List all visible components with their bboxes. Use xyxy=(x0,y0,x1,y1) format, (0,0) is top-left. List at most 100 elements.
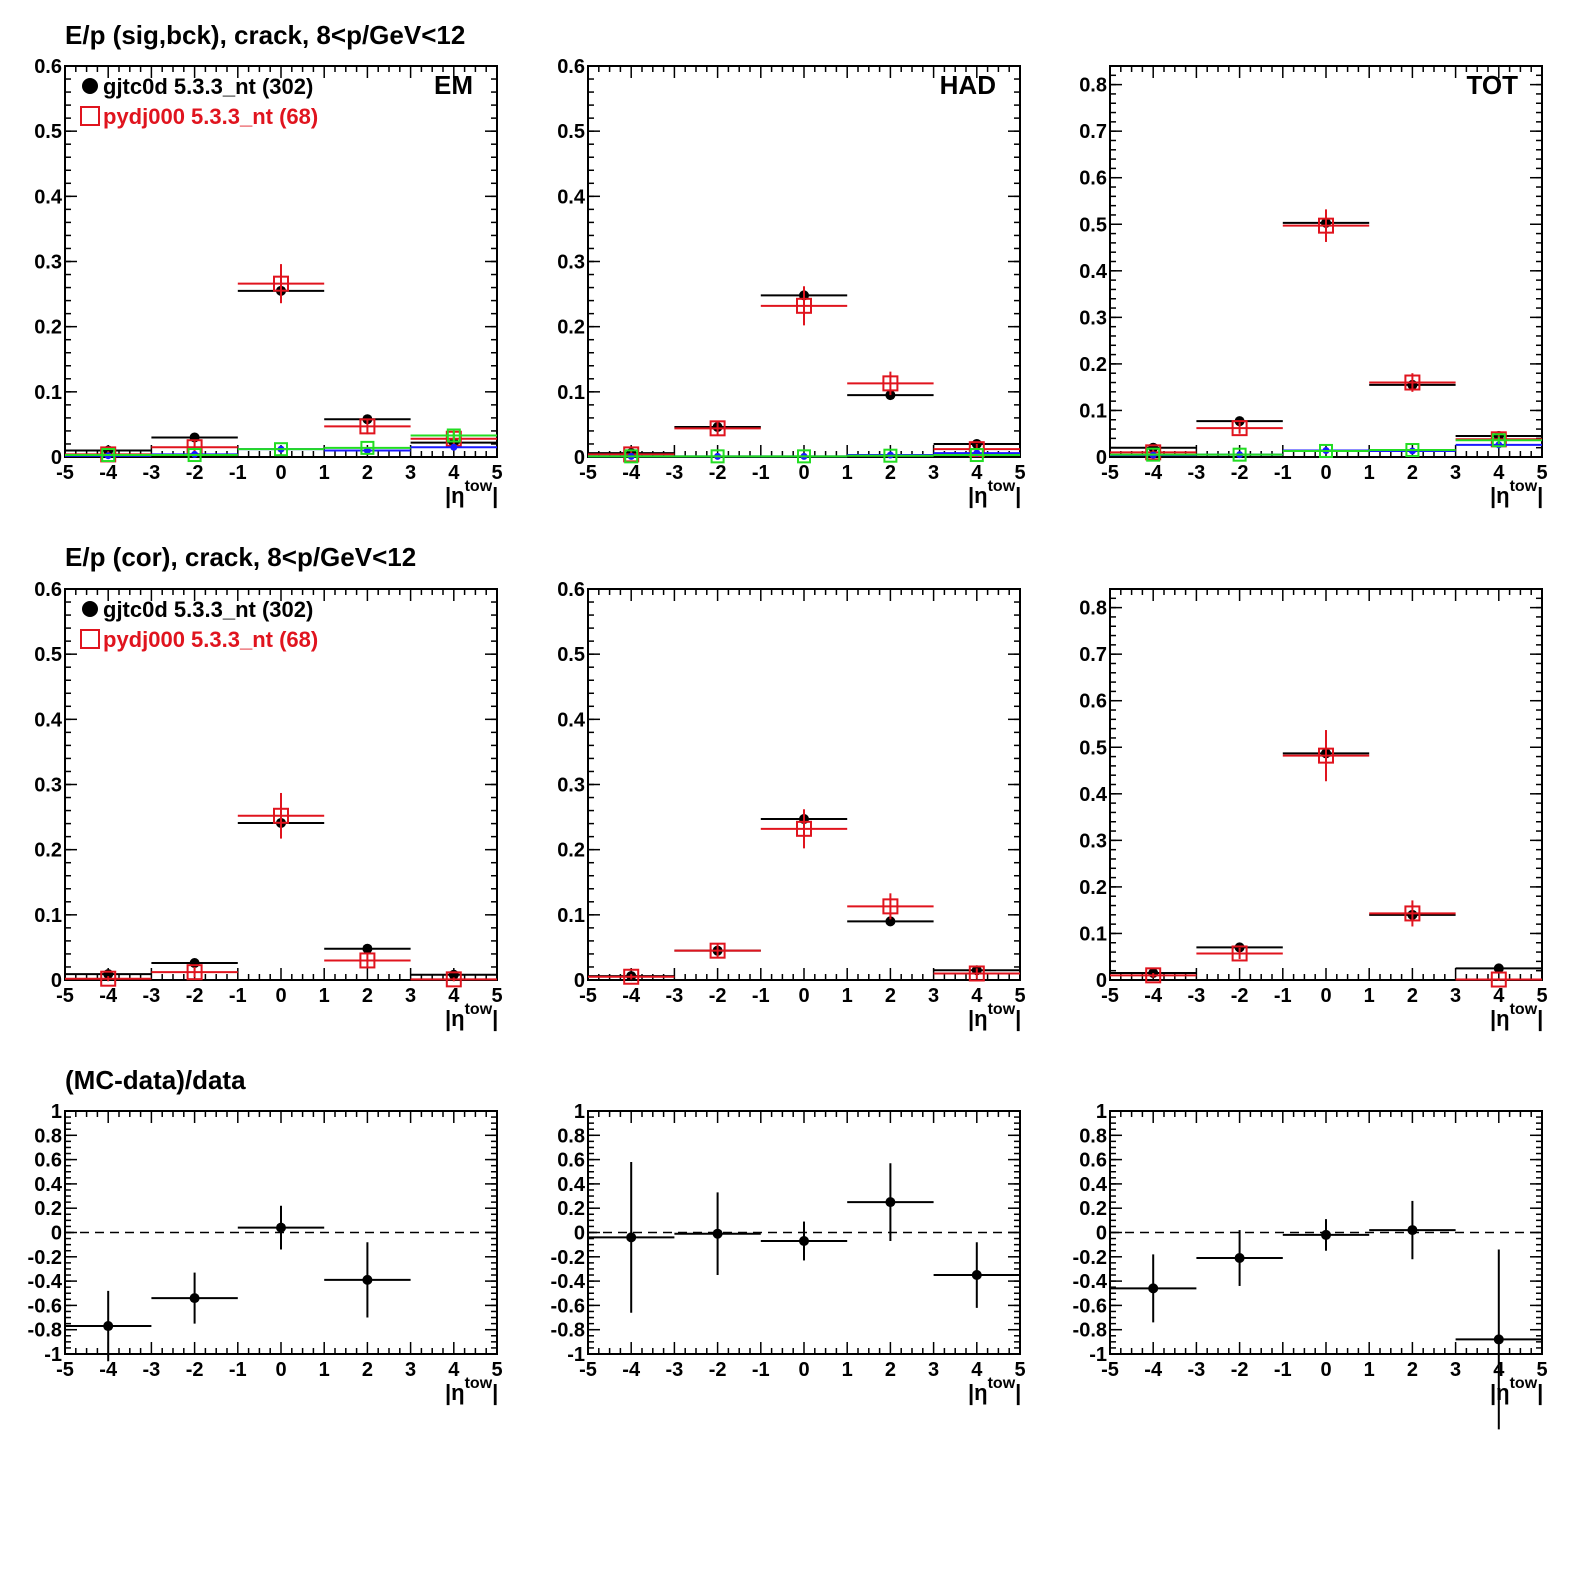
panel-label: TOT xyxy=(1466,70,1518,100)
marker-filled-circle xyxy=(626,1232,637,1243)
x-tick-label: 3 xyxy=(928,1359,939,1381)
marker-open-square xyxy=(1404,374,1421,391)
marker-open-square xyxy=(796,820,812,837)
x-tick-label: 1 xyxy=(1364,462,1375,484)
plot-frame xyxy=(587,588,1021,981)
row-title-3: (MC-data)/data xyxy=(65,1065,246,1095)
legend-data-marker xyxy=(82,78,98,94)
y-tick-label: 0.1 xyxy=(557,382,585,404)
x-tick-label: 4 xyxy=(971,985,983,1007)
y-tick-label: 0.6 xyxy=(557,579,585,601)
y-tick-label: 0.4 xyxy=(1079,1174,1108,1196)
data-point xyxy=(1196,1230,1283,1286)
marker-open-square xyxy=(797,449,811,464)
x-tick-label: -2 xyxy=(186,1359,204,1381)
marker-open-square xyxy=(1232,447,1247,462)
plot-frame xyxy=(1109,588,1543,981)
x-tick-label: -1 xyxy=(752,462,770,484)
data-point xyxy=(151,958,238,969)
x-axis-label: |ηtow| xyxy=(1490,1001,1543,1031)
y-tick-label: 1 xyxy=(1096,1101,1107,1123)
x-axis-label-end: | xyxy=(492,1380,498,1405)
series-mc xyxy=(588,809,1020,985)
marker-filled-circle xyxy=(971,1270,982,1281)
x-tick-label: 0 xyxy=(275,1359,286,1381)
marker-filled-circle xyxy=(1148,1283,1159,1294)
panel-label: HAD xyxy=(940,70,996,100)
data-point xyxy=(674,1192,761,1276)
data-point xyxy=(1455,1249,1542,1430)
x-tick-label: 5 xyxy=(491,1359,502,1381)
marker-open-square xyxy=(1491,433,1506,448)
marker-open-square xyxy=(709,942,726,959)
x-tick-label: -5 xyxy=(1101,462,1119,484)
marker-open-square xyxy=(882,898,899,915)
data-point xyxy=(1282,209,1370,242)
chart-panel-2-2: -5-4-3-2-1012345-1-0.8-0.6-0.4-0.200.20.… xyxy=(1073,1101,1548,1430)
data-point xyxy=(847,371,934,396)
x-axis-label-main: |η xyxy=(968,1006,988,1031)
data-point xyxy=(1455,971,1542,988)
y-tick-label: 0.5 xyxy=(1079,214,1107,236)
x-axis-label-main: |η xyxy=(445,483,465,508)
x-tick-label: -3 xyxy=(1188,985,1206,1007)
legend: gjtc0d 5.3.3_nt (302) pydj000 5.3.3_nt (6… xyxy=(80,597,318,652)
series-background xyxy=(588,448,1020,464)
y-tick-label: -0.2 xyxy=(551,1247,585,1269)
x-tick-label: -3 xyxy=(666,462,684,484)
x-tick-label: -3 xyxy=(1188,462,1206,484)
data-point xyxy=(237,1205,325,1250)
y-tick-label: 0.5 xyxy=(557,121,585,143)
series-data xyxy=(65,815,497,980)
row-title-2: E/p (cor), crack, 8<p/GeV<12 xyxy=(65,542,416,572)
data-point xyxy=(847,916,934,927)
x-tick-label: 0 xyxy=(1320,462,1331,484)
legend-mc-marker xyxy=(80,629,100,649)
marker-open-square xyxy=(101,448,116,463)
marker-filled-circle xyxy=(1321,1229,1331,1240)
chart-panel-0-2: -5 -4 -3 -2 -1 0 1 2 3 4 5 0 0.1 0.2 0.3 0.4 0.5 0.6 0.7 0.… xyxy=(1079,65,1548,508)
x-tick-label: -4 xyxy=(99,462,118,484)
marker-filled-circle xyxy=(276,1222,286,1233)
x-tick-label: -2 xyxy=(1231,462,1249,484)
y-tick-label: 0.6 xyxy=(1079,1150,1107,1172)
data-point xyxy=(1455,963,1542,974)
marker-open-square xyxy=(1404,905,1421,922)
series-mc xyxy=(65,792,497,988)
x-axis-label-sup: tow xyxy=(988,478,1016,495)
chart-panel-2-0: -5 -4 -3 -2 -1 0 1 2 3 4 5-1-0.8-0.6-0.4-0.200.20.… xyxy=(28,1101,503,1405)
data-point xyxy=(1369,900,1456,927)
marker-filled-circle xyxy=(712,1228,723,1239)
x-tick-label: 4 xyxy=(448,462,460,484)
y-tick-label: 0.3 xyxy=(34,252,62,274)
x-tick-label: -4 xyxy=(1144,985,1163,1007)
x-tick-label: 4 xyxy=(1493,985,1505,1007)
data-point xyxy=(760,1221,848,1261)
data-point xyxy=(151,1272,238,1324)
y-tick-label: 0.3 xyxy=(557,775,585,797)
marker-open-square xyxy=(1145,967,1162,984)
x-tick-label: 2 xyxy=(1407,1359,1418,1381)
x-tick-label: -2 xyxy=(709,1359,727,1381)
x-axis-label-end: | xyxy=(492,483,498,508)
marker-filled-circle xyxy=(885,916,896,927)
y-tick-label: 0.6 xyxy=(1079,691,1107,713)
x-tick-label: 1 xyxy=(319,985,330,1007)
marker-open-square xyxy=(274,442,288,457)
data-point xyxy=(410,428,497,443)
marker-filled-circle xyxy=(1234,1253,1245,1264)
y-tick-label: -1 xyxy=(567,1344,585,1366)
y-tick-label: 0.3 xyxy=(1079,830,1107,852)
marker-filled-circle xyxy=(189,958,200,969)
x-tick-label: -2 xyxy=(1231,985,1249,1007)
x-tick-label: -3 xyxy=(143,985,161,1007)
x-axis-label-end: | xyxy=(492,1006,498,1031)
data-point xyxy=(933,1242,1020,1308)
y-tick-label: 0 xyxy=(574,1223,585,1245)
x-tick-label: 1 xyxy=(319,462,330,484)
data-point xyxy=(760,809,848,849)
marker-open-square xyxy=(883,448,898,463)
series-mc xyxy=(1110,209,1542,461)
data-point xyxy=(1196,447,1283,462)
x-axis-label-sup: tow xyxy=(465,1001,493,1018)
